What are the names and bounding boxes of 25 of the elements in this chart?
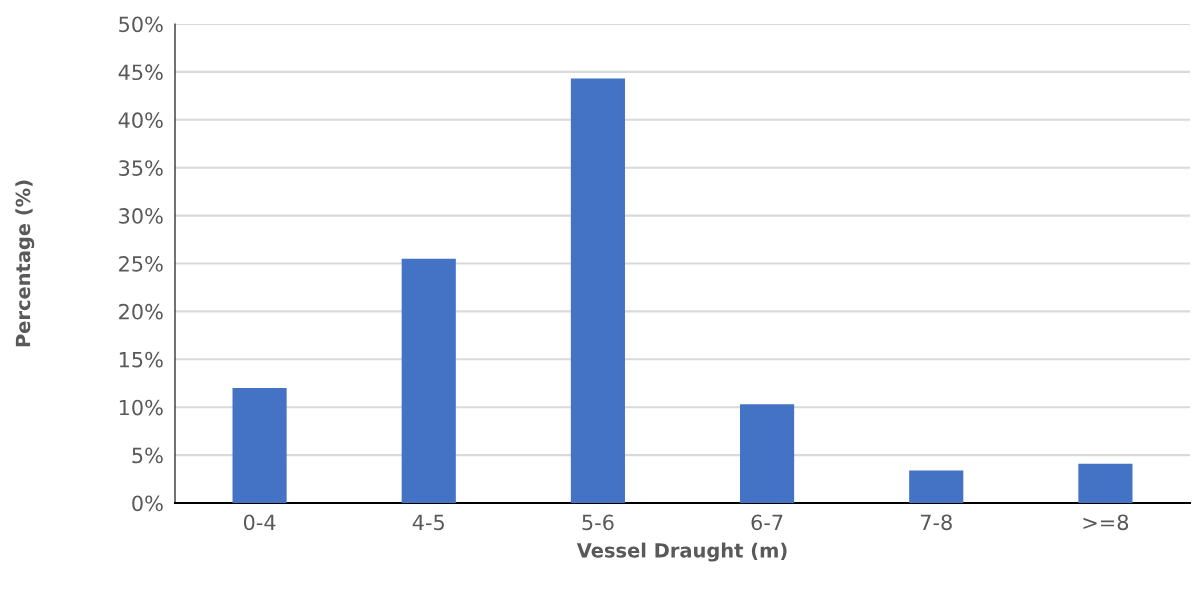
x-tick-label: >=8 [1083,514,1129,531]
y-tick-label: 35% [119,160,163,176]
y-tick-label: 10% [119,399,163,416]
bar [570,78,625,503]
y-tick-label: 5% [132,447,163,464]
bar [401,258,456,503]
bar [740,404,795,503]
y-tick-label: 0% [132,495,163,512]
bar [232,388,287,503]
x-tick-label: 5-6 [582,514,614,531]
y-axis-title: Percentage (%) [15,180,35,347]
x-tick-label: 7-8 [920,514,952,531]
x-axis-title: Vessel Draught (m) [576,542,787,562]
x-tick-label: 6-7 [751,514,783,531]
x-tick-label: 4-5 [412,514,444,531]
y-tick-label: 45% [118,64,163,81]
y-tick-label: 40% [118,112,163,129]
bar [1078,463,1133,503]
y-tick-label: 15% [119,351,163,368]
x-tick-label: 0-4 [243,514,276,531]
y-tick-label: 50% [119,16,163,33]
bar [909,470,964,503]
y-tick-label: 25% [119,255,163,272]
y-tick-label: 30% [119,208,163,224]
y-tick-label: 20% [119,303,163,320]
